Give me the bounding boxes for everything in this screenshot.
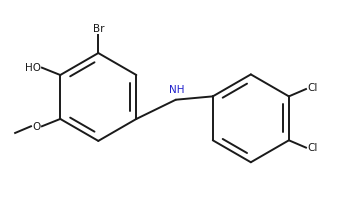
Text: NH: NH: [169, 85, 184, 95]
Text: Br: Br: [92, 23, 104, 33]
Text: Cl: Cl: [307, 84, 318, 93]
Text: O: O: [33, 123, 41, 132]
Text: HO: HO: [25, 63, 41, 73]
Text: Cl: Cl: [307, 143, 318, 153]
